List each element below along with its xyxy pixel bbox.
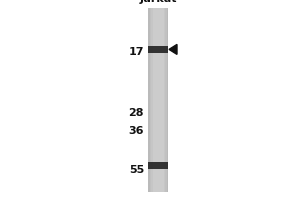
Bar [151, 8, 152, 192]
Text: 36: 36 [128, 126, 144, 136]
Text: Jurkat: Jurkat [139, 0, 177, 4]
Text: 55: 55 [129, 165, 144, 175]
Text: 17: 17 [128, 47, 144, 57]
Bar [148, 162, 168, 169]
Bar [148, 46, 168, 53]
Text: 28: 28 [128, 108, 144, 118]
Bar [148, 8, 149, 192]
Bar [165, 8, 166, 192]
Bar [164, 8, 165, 192]
Bar [149, 8, 151, 192]
Bar [148, 8, 168, 192]
Bar [167, 8, 168, 192]
Polygon shape [169, 44, 177, 54]
